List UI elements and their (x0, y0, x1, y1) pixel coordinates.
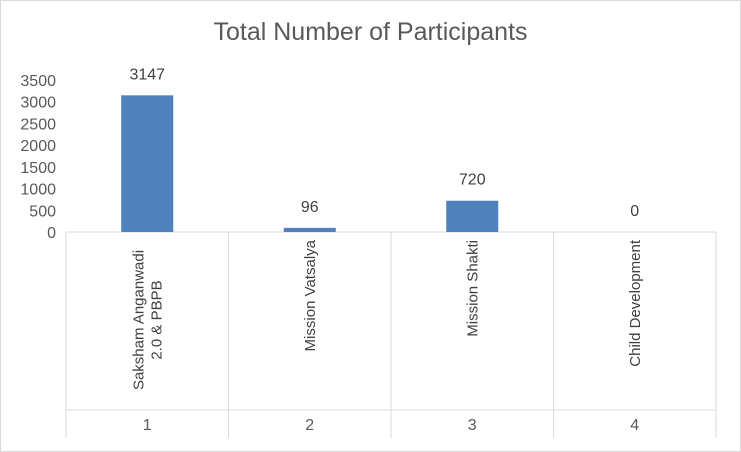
category-label-line: Saksham Anganwadi (130, 250, 147, 390)
data-label: 720 (459, 172, 486, 189)
category-number: 4 (630, 417, 639, 434)
y-tick-label: 2500 (20, 116, 56, 133)
y-tick-label: 2000 (20, 138, 56, 155)
y-tick-label: 0 (47, 225, 56, 242)
bar-1 (121, 95, 174, 232)
category-label-line: Child Development (627, 239, 644, 367)
category-label-4: Child Development (627, 239, 644, 367)
category-number: 1 (143, 417, 152, 434)
y-tick-label: 3000 (20, 95, 56, 112)
category-label-3: Mission Shakti (464, 240, 481, 337)
bar-3 (446, 200, 499, 232)
y-tick-label: 1500 (20, 160, 56, 177)
y-tick-label: 500 (29, 203, 56, 220)
category-label-2: Mission Vatsalya (302, 239, 319, 351)
category-label-line: Mission Shakti (464, 240, 481, 337)
data-label: 3147 (129, 66, 165, 83)
category-label-line: Mission Vatsalya (302, 239, 319, 351)
data-label: 96 (301, 199, 319, 216)
y-tick-label: 3500 (20, 73, 56, 90)
category-number: 3 (468, 417, 477, 434)
category-label-line: 2.0 & PBPB (148, 280, 165, 359)
bar-2 (283, 227, 336, 232)
y-tick-label: 1000 (20, 182, 56, 199)
category-number: 2 (305, 417, 314, 434)
chart-title: Total Number of Participants (213, 18, 528, 46)
data-label: 0 (630, 203, 639, 220)
category-label-1: Saksham Anganwadi 2.0 & PBPB (130, 250, 165, 390)
